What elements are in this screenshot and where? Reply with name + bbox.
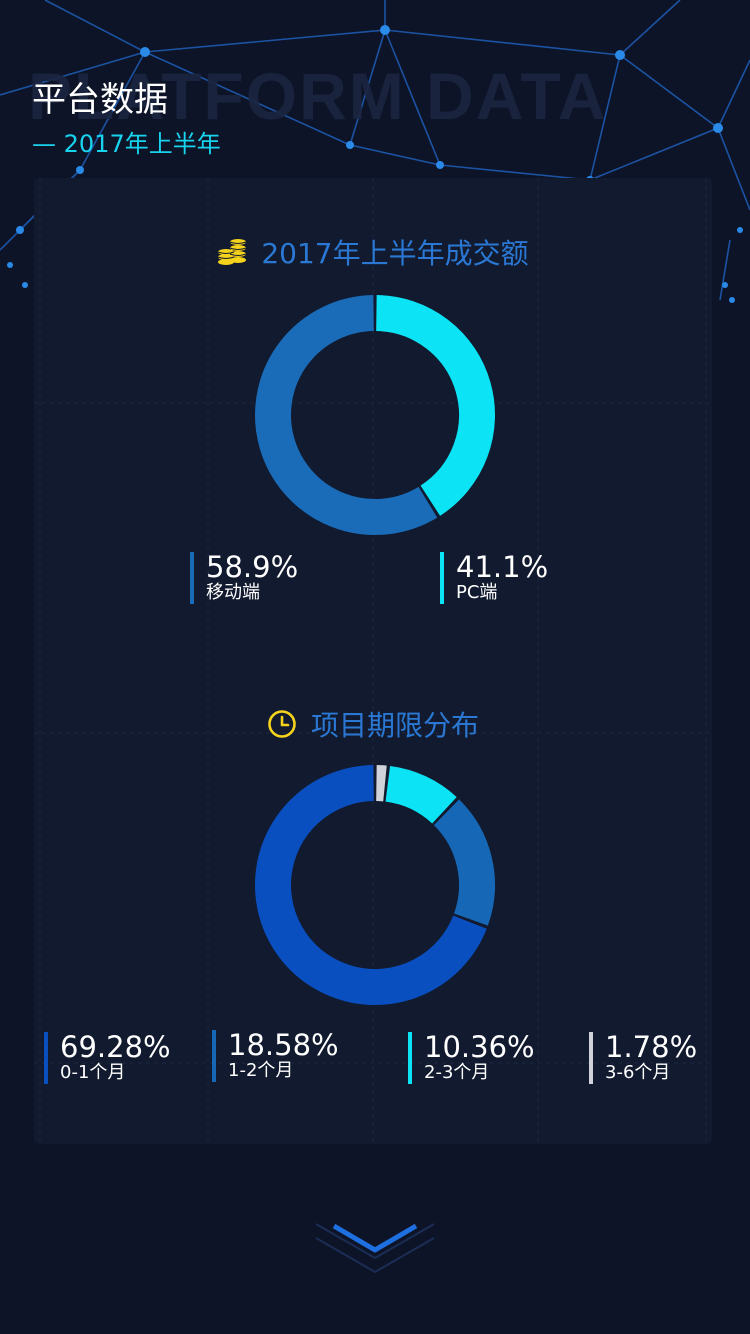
legend-label-mobile: 移动端: [206, 582, 260, 603]
page-title: 平台数据: [32, 80, 168, 120]
legend-item-pc: 41.1% PC端: [440, 552, 548, 604]
platform-data-card: 2017年上半年成交额 58.9% 移动端 41.1% PC端 项目期限分布 6…: [34, 178, 712, 1144]
legend-item-0-1-month: 69.28% 0-1个月: [44, 1032, 171, 1084]
donut-slice-2-3个月: [384, 765, 457, 824]
coins-icon: [218, 239, 247, 265]
scroll-down-chevron-icon[interactable]: [312, 1218, 438, 1282]
clock-icon: [268, 710, 296, 738]
turnover-donut-chart: [255, 295, 495, 535]
donut-slice-1-2个月: [433, 799, 495, 926]
legend-item-1-2-month: 18.58% 1-2个月: [212, 1030, 339, 1082]
legend-item-2-3-month: 10.36% 2-3个月: [408, 1032, 535, 1084]
legend-value-pc: 41.1%: [456, 550, 549, 584]
turnover-section-header: 2017年上半年成交额: [34, 232, 712, 272]
donut-slice-移动端: [255, 295, 438, 535]
term-donut-chart: [255, 765, 495, 1005]
legend-label-1-2-month: 1-2个月: [228, 1060, 294, 1081]
legend-item-mobile: 58.9% 移动端: [190, 552, 298, 604]
legend-label-0-1-month: 0-1个月: [60, 1062, 126, 1083]
legend-label-pc: PC端: [456, 582, 498, 603]
turnover-section-title: 2017年上半年成交额: [261, 237, 529, 270]
term-section-title: 项目期限分布: [310, 709, 479, 742]
watermark-text: PLATFORM DATA: [28, 59, 608, 133]
legend-value-3-6-month: 1.78%: [605, 1030, 698, 1064]
legend-item-3-6-month: 1.78% 3-6个月: [589, 1032, 697, 1084]
donut-slice-0-1个月: [255, 765, 487, 1005]
legend-label-3-6-month: 3-6个月: [605, 1062, 671, 1083]
page-subtitle: — 2017年上半年: [32, 130, 221, 158]
card-grid: [34, 178, 712, 1144]
term-section-header: 项目期限分布: [34, 704, 712, 744]
legend-value-mobile: 58.9%: [206, 550, 299, 584]
legend-label-2-3-month: 2-3个月: [424, 1062, 490, 1083]
donut-slice-PC端: [375, 295, 495, 516]
legend-value-1-2-month: 18.58%: [228, 1028, 339, 1062]
legend-value-2-3-month: 10.36%: [424, 1030, 535, 1064]
legend-value-0-1-month: 69.28%: [60, 1030, 171, 1064]
